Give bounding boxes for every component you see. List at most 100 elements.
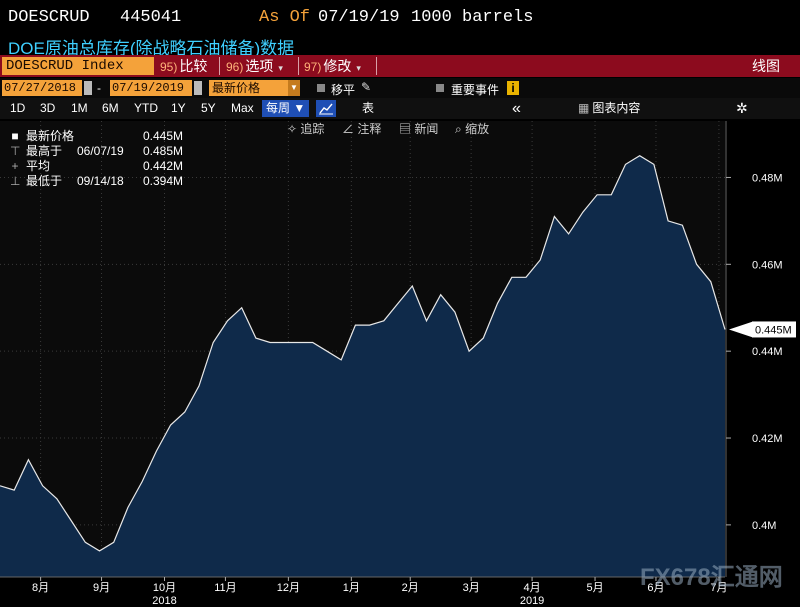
x-year-label: 2018 [152, 595, 176, 607]
track-label: 追踪 [300, 122, 325, 136]
end-date-input[interactable]: 07/19/2019 [110, 80, 192, 96]
x-tick-label: 3月 [463, 582, 480, 594]
y-tick-label: 0.44M [752, 346, 783, 358]
compare-button[interactable]: 95) 比较 [160, 57, 207, 75]
legend-high-name: 最高于 [26, 144, 63, 158]
last-value-label: 0.445M [755, 324, 792, 336]
legend-low-value: 0.394M [143, 174, 184, 188]
track-icon: ✧ [287, 122, 298, 136]
legend-average-name: 平均 [26, 159, 51, 173]
period-3d[interactable]: 3D [40, 101, 56, 115]
calendar-icon[interactable] [194, 81, 202, 95]
chevron-down-icon: ▾ [356, 63, 361, 73]
period-6m[interactable]: 6M [102, 101, 119, 115]
info-icon[interactable]: i [507, 81, 519, 95]
options-button[interactable]: 96) 选项 ▾ [226, 57, 283, 75]
compare-num: 95) [160, 60, 178, 74]
x-tick-label: 1月 [343, 582, 360, 594]
period-bar [0, 98, 800, 119]
x-tick-label: 7月 [710, 582, 727, 594]
news-label: 新闻 [414, 122, 439, 136]
series-area [0, 155, 725, 577]
y-tick-label: 0.48M [752, 172, 783, 184]
news-button[interactable]: ▤ 新闻 [399, 120, 438, 139]
security-field[interactable]: DOESCRUD Index [2, 57, 154, 75]
edit-label: 修改 [323, 58, 352, 74]
legend-last-name: 最新价格 [26, 129, 75, 143]
series-line [0, 154, 726, 552]
ticker-symbol: DOESCRUD [8, 8, 90, 27]
watermark-logo: FX678汇通网 [640, 564, 783, 591]
last-value-pointer [729, 321, 753, 338]
divider [376, 57, 377, 75]
x-year-label: 2019 [520, 595, 544, 607]
news-icon: ▤ [399, 122, 412, 136]
x-tick-label: 4月 [524, 582, 541, 594]
chevron-down-icon: ▼ [288, 80, 300, 96]
page-title: DOE原油总库存(除战略石油储备)数据 [8, 39, 295, 58]
line-chart-icon [319, 103, 333, 115]
y-tick-label: 0.4M [752, 520, 776, 532]
annotate-icon: ∠ [342, 122, 355, 136]
field-select-value: 最新价格 [212, 81, 261, 95]
chart-content-button[interactable]: ▦ 图表内容 [578, 100, 640, 117]
legend-average-marker: + [11, 159, 19, 173]
options-num: 96) [226, 60, 244, 74]
annotate-label: 注释 [357, 122, 382, 136]
period-1y[interactable]: 1Y [171, 101, 186, 115]
x-tick-label: 11月 [214, 582, 236, 594]
period-1d[interactable]: 1D [10, 101, 26, 115]
y-tick-label: 0.46M [752, 259, 783, 271]
track-button[interactable]: ✧ 追踪 [287, 120, 324, 139]
legend-last-value: 0.445M [143, 129, 184, 143]
options-label: 选项 [245, 58, 274, 74]
legend-average-value: 0.442M [143, 159, 184, 173]
period-1m[interactable]: 1M [71, 101, 88, 115]
header-line: DOESCRUD 445041 As Of 07/19/19 1000 barr… [0, 0, 800, 34]
x-tick-label: 2月 [402, 582, 419, 594]
shift-checkbox[interactable] [317, 84, 325, 92]
annotate-button[interactable]: ∠ 注释 [342, 120, 381, 139]
field-select[interactable]: 最新价格 ▼ [209, 80, 300, 96]
legend-high-value: 0.485M [143, 144, 184, 158]
period-ytd[interactable]: YTD [134, 101, 158, 115]
edit-button[interactable]: 97) 修改 ▾ [304, 57, 361, 75]
zoom-button[interactable]: ⌕ 缩放 [455, 120, 489, 139]
divider [298, 57, 299, 75]
gear-icon[interactable]: ✲ [736, 100, 748, 116]
legend-high-date: 06/07/19 [77, 144, 124, 158]
divider [219, 57, 220, 75]
chevron-down-icon: ▼ [293, 101, 306, 115]
date-dash: - [97, 81, 101, 95]
chevron-down-icon: ▾ [278, 63, 283, 73]
command-bar [0, 55, 800, 77]
last-value-tag [752, 321, 796, 338]
ticker-code: 445041 [120, 8, 182, 27]
chart-type-label[interactable]: 线图 [752, 58, 780, 74]
grid-icon: ▦ [578, 101, 590, 115]
chart-content-label: 图表内容 [592, 101, 641, 115]
zoom-label: 缩放 [465, 122, 490, 136]
compare-label: 比较 [179, 58, 208, 74]
x-tick-label: 8月 [32, 582, 49, 594]
line-chart-toggle[interactable] [316, 100, 336, 117]
pencil-icon[interactable]: ✎ [361, 80, 372, 94]
table-toggle[interactable]: 表 [362, 101, 375, 115]
events-label: 重要事件 [451, 83, 500, 97]
legend-low-name: 最低于 [26, 174, 63, 188]
shift-label: 移平 [331, 83, 356, 97]
as-of-label: As Of [259, 8, 311, 27]
frequency-select[interactable]: 每周 ▼ [262, 100, 310, 117]
period-max[interactable]: Max [231, 101, 254, 115]
period-5y[interactable]: 5Y [201, 101, 216, 115]
zoom-icon: ⌕ [455, 122, 462, 136]
x-tick-label: 6月 [647, 582, 664, 594]
collapse-icon[interactable]: « [512, 100, 521, 117]
frequency-value: 每周 [266, 101, 291, 115]
legend-last-marker: ■ [11, 129, 19, 143]
start-date-input[interactable]: 07/27/2018 [2, 80, 82, 96]
events-checkbox[interactable] [436, 84, 444, 92]
y-tick-label: 0.42M [752, 433, 783, 445]
calendar-icon[interactable] [84, 81, 92, 95]
